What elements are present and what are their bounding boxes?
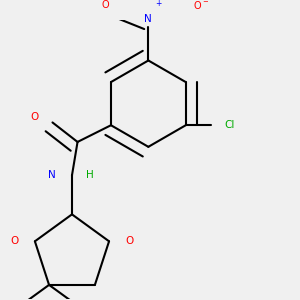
Text: O: O [30, 112, 39, 122]
Text: O: O [10, 236, 18, 246]
Text: +: + [155, 0, 161, 8]
Text: H: H [86, 170, 94, 180]
Text: O: O [126, 236, 134, 246]
Text: N: N [47, 170, 55, 180]
Text: N: N [145, 14, 152, 24]
Text: O: O [102, 0, 110, 10]
Text: O$^-$: O$^-$ [193, 0, 209, 11]
Text: Cl: Cl [225, 120, 235, 130]
